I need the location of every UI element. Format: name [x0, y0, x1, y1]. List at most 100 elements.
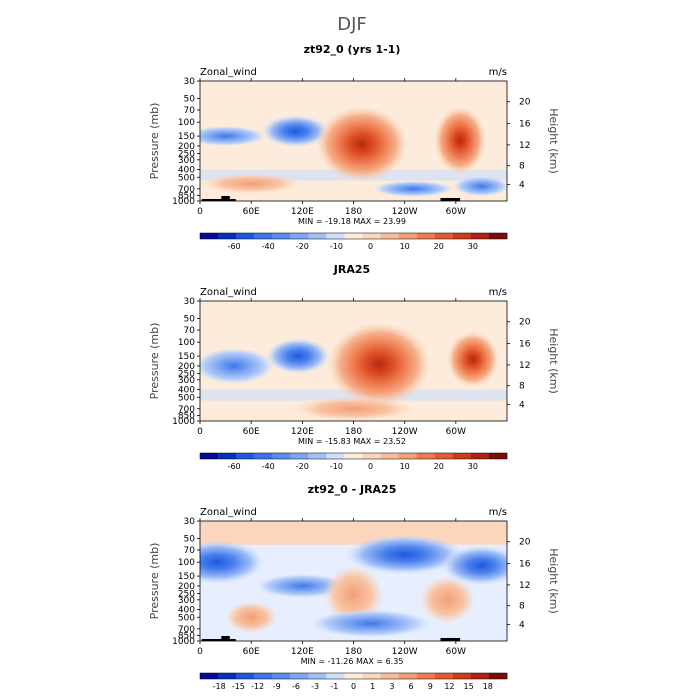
- x-tick-label: 120E: [291, 647, 314, 657]
- y-tick-label: 150: [178, 132, 195, 142]
- field-contour-3: [316, 106, 409, 183]
- colorbar-label: -1: [330, 682, 338, 691]
- field-contour-1: [200, 540, 266, 585]
- y-right-axis-label: Height (km): [547, 548, 560, 614]
- colorbar-swatch: [272, 233, 291, 239]
- colorbar-label: -40: [262, 462, 275, 471]
- colorbar-label: -60: [228, 462, 241, 471]
- y-tick-label: 500: [178, 393, 195, 403]
- y-tick-label: 250: [178, 370, 195, 380]
- field-contour-6: [419, 575, 476, 624]
- y-tick-label: 200: [178, 362, 195, 372]
- x-tick-label: 60E: [243, 647, 260, 657]
- colorbar-swatch: [326, 673, 345, 679]
- colorbar-label: -10: [330, 242, 343, 251]
- x-tick-label: 120E: [291, 427, 314, 437]
- x-tick-label: 60W: [446, 207, 466, 217]
- colorbar-label: -3: [311, 682, 319, 691]
- colorbar-swatch: [488, 453, 508, 459]
- y-tick-label: 300: [178, 596, 195, 606]
- colorbar-swatch: [326, 453, 345, 459]
- colorbar-label: -60: [228, 242, 241, 251]
- colorbar-swatch: [344, 233, 363, 239]
- y-tick-label: 30: [184, 297, 196, 307]
- colorbar-label: 15: [464, 682, 474, 691]
- min-max-stats: MIN = -11.26 MAX = 6.35: [301, 657, 404, 666]
- y-right-tick-label: 8: [519, 602, 525, 612]
- field-contour-2: [261, 115, 330, 148]
- colorbar-swatch: [362, 453, 381, 459]
- y-tick-label: 400: [178, 166, 195, 176]
- colorbar-label: 3: [389, 682, 394, 691]
- colorbar-label: 18: [483, 682, 493, 691]
- colorbar-label: -20: [296, 242, 309, 251]
- field-contour-1: [200, 347, 275, 384]
- units-label: m/s: [489, 507, 507, 518]
- colorbar-swatch: [200, 453, 219, 459]
- y-axis-label: Pressure (mb): [148, 323, 161, 400]
- x-tick-label: 60E: [243, 207, 260, 217]
- y-right-tick-label: 20: [519, 538, 531, 548]
- y-tick-label: 1000: [172, 637, 195, 647]
- colorbar-frame: [199, 672, 508, 680]
- panel-title: JRA25: [333, 263, 370, 276]
- colorbar-swatch: [272, 673, 291, 679]
- colorbar-swatch: [362, 673, 381, 679]
- colorbar-swatch: [236, 453, 255, 459]
- y-tick-label: 70: [184, 546, 196, 556]
- x-tick-label: 120W: [392, 647, 418, 657]
- page-title: DJF: [337, 14, 367, 35]
- colorbar-label: -6: [292, 682, 300, 691]
- colorbar-label: -15: [232, 682, 245, 691]
- colorbar-swatch: [290, 233, 309, 239]
- y-right-tick-label: 4: [519, 180, 525, 190]
- colorbar-swatch: [416, 673, 436, 679]
- colorbar-label: 0: [368, 242, 373, 251]
- colorbar-swatch: [434, 673, 454, 679]
- y-right-tick-label: 16: [519, 120, 531, 130]
- field-contour-4: [441, 545, 507, 586]
- colorbar-label: 9: [428, 682, 433, 691]
- field-contour-5: [201, 173, 302, 194]
- y-right-tick-label: 4: [519, 620, 525, 630]
- y-tick-label: 100: [178, 118, 195, 128]
- colorbar-swatch: [452, 673, 472, 679]
- y-tick-label: 70: [184, 106, 196, 116]
- field-layer: [200, 81, 507, 201]
- y-tick-label: 1000: [172, 197, 195, 207]
- y-tick-label: 850: [178, 191, 195, 201]
- y-tick-label: 100: [178, 338, 195, 348]
- colorbar-swatch: [470, 453, 490, 459]
- x-tick-label: 60E: [243, 427, 260, 437]
- colorbar-swatch: [218, 233, 237, 239]
- field-contour-8: [310, 609, 431, 638]
- y-tick-label: 150: [178, 572, 195, 582]
- min-max-stats: MIN = -19.18 MAX = 23.99: [298, 217, 406, 226]
- colorbar-swatch: [200, 673, 219, 679]
- y-tick-label: 850: [178, 631, 195, 641]
- field-layer: [200, 301, 507, 421]
- colorbar-swatch: [308, 233, 327, 239]
- colorbar-swatch: [470, 673, 490, 679]
- y-axis-label: Pressure (mb): [148, 103, 161, 180]
- colorbar-swatch: [470, 233, 490, 239]
- x-tick-label: 0: [197, 647, 203, 657]
- colorbar-swatch: [344, 453, 363, 459]
- field-contour-1: [200, 126, 266, 147]
- colorbar-swatch: [416, 453, 436, 459]
- field-contour-7: [453, 176, 507, 197]
- colorbar-label: -9: [273, 682, 281, 691]
- colorbar-swatch: [290, 673, 309, 679]
- y-right-tick-label: 8: [519, 162, 525, 172]
- topography-asia: [201, 196, 236, 201]
- y-right-tick-label: 20: [519, 318, 531, 328]
- y-tick-label: 50: [184, 94, 196, 104]
- colorbar-label: 0: [351, 682, 356, 691]
- colorbar-label: 20: [434, 242, 444, 251]
- units-label: m/s: [489, 287, 507, 298]
- y-right-tick-label: 16: [519, 340, 531, 350]
- y-tick-label: 1000: [172, 417, 195, 427]
- y-tick-label: 700: [178, 625, 195, 635]
- chart-panel-1: zt92_0 (yrs 1-1) Zonal_wind m/s 0 60E 120E 180…: [148, 43, 560, 251]
